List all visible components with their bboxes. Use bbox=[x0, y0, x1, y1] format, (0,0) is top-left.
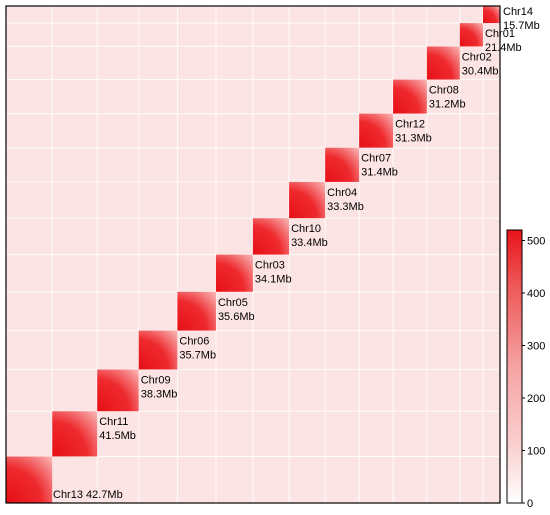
colorbar-tick-label: 400 bbox=[527, 288, 545, 300]
chromosome-name-chr02: Chr02 bbox=[462, 51, 492, 63]
chromosome-block-chr11 bbox=[52, 411, 98, 457]
chromosome-length-chr02: 30.4Mb bbox=[462, 65, 499, 77]
chromosome-labels: Chr13 42.7Mb Chr11 41.5Mb Chr09 38.3Mb Chr06 3… bbox=[53, 6, 540, 501]
chromosome-name-chr14: Chr14 bbox=[503, 6, 533, 18]
heatmap-frame bbox=[5, 5, 501, 504]
chromosome-length-chr11: 41.5Mb bbox=[99, 430, 136, 442]
chromosome-length-chr10: 33.4Mb bbox=[291, 237, 328, 249]
chromosome-block-chr05 bbox=[177, 291, 216, 331]
chromosome-block-chr14 bbox=[482, 6, 500, 24]
chromosome-block-chr13 bbox=[6, 456, 53, 503]
colorbar-tick-label: 0 bbox=[527, 498, 533, 510]
colorbar: 0 100 200 300 400 500 bbox=[506, 229, 545, 510]
chromosome-length-chr14: 15.7Mb bbox=[503, 20, 540, 32]
chromosome-block-chr09 bbox=[97, 369, 139, 412]
colorbar-tick-label: 300 bbox=[527, 341, 545, 353]
chromosome-block-chr02 bbox=[426, 46, 460, 80]
chromosome-length-chr04: 33.3Mb bbox=[327, 201, 364, 213]
chromosome-name-chr06: Chr06 bbox=[179, 336, 209, 348]
chromosome-block-chr01 bbox=[459, 23, 483, 47]
colorbar-tick-label: 100 bbox=[527, 446, 545, 458]
diagonal-blocks bbox=[6, 6, 500, 503]
chromosome-name-chr07: Chr07 bbox=[361, 153, 391, 165]
chromosome-name-chr03: Chr03 bbox=[255, 260, 285, 272]
chromosome-length-chr07: 31.4Mb bbox=[361, 167, 398, 179]
chromosome-length-chr08: 31.2Mb bbox=[429, 99, 466, 111]
colorbar-tick-label: 500 bbox=[527, 236, 545, 248]
chromosome-block-chr04 bbox=[289, 181, 326, 219]
chromosome-block-chr03 bbox=[215, 254, 253, 292]
chromosome-name-chr08: Chr08 bbox=[429, 85, 459, 97]
chromosome-name-chr01: Chr01 bbox=[485, 28, 515, 40]
chromosome-block-chr12 bbox=[359, 113, 394, 148]
chromosome-length-chr03: 34.1Mb bbox=[255, 274, 292, 286]
chromosome-length-chr05: 35.6Mb bbox=[218, 311, 255, 323]
chromosome-block-chr06 bbox=[138, 330, 178, 370]
chromosome-length-chr06: 35.7Mb bbox=[179, 350, 216, 362]
chromosome-length-chr12: 31.3Mb bbox=[395, 133, 432, 145]
colorbar-tick-label: 200 bbox=[527, 393, 545, 405]
chromosome-name-chr04: Chr04 bbox=[327, 187, 357, 199]
chromosome-block-chr10 bbox=[252, 218, 290, 255]
chromosome-label-chr13: Chr13 42.7Mb bbox=[53, 489, 123, 501]
chromosome-name-chr12: Chr12 bbox=[395, 119, 425, 131]
chromosome-length-chr09: 38.3Mb bbox=[141, 388, 178, 400]
chromosome-name-chr11: Chr11 bbox=[99, 416, 128, 428]
chromosome-block-chr07 bbox=[325, 147, 360, 182]
chromosome-name-chr09: Chr09 bbox=[141, 374, 171, 386]
chromosome-length-chr01: 21.4Mb bbox=[485, 42, 522, 54]
chromosome-name-chr05: Chr05 bbox=[218, 297, 248, 309]
colorbar-gradient bbox=[506, 229, 523, 504]
chromosome-block-chr08 bbox=[393, 79, 427, 114]
chromosome-name-chr10: Chr10 bbox=[291, 223, 321, 235]
